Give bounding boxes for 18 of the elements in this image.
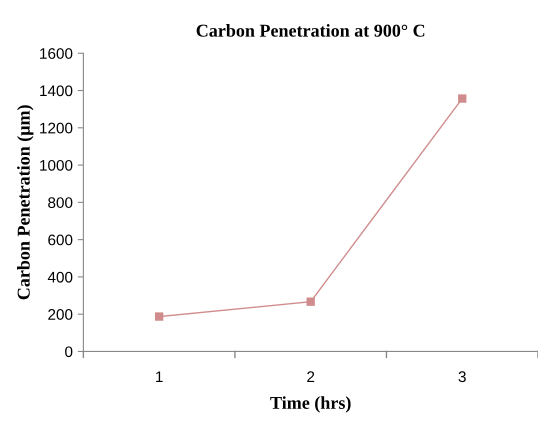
y-tick-label: 1400 xyxy=(40,85,72,96)
chart-title: Carbon Penetration at 900° C xyxy=(196,24,424,37)
x-tick-label: 2 xyxy=(307,371,314,382)
point xyxy=(458,94,466,103)
point xyxy=(154,312,164,321)
y-tick-label: 400 xyxy=(48,272,72,283)
x-tick-label: 3 xyxy=(458,371,466,382)
y-tick-label: 1600 xyxy=(40,48,72,59)
y-tick-label: 200 xyxy=(48,309,72,320)
y-axis-title: Carbon Penetration (μm) xyxy=(17,105,34,300)
y-tick-label: 1200 xyxy=(40,122,72,134)
point xyxy=(306,298,315,306)
y-tick-label: 0 xyxy=(65,346,72,358)
y-tick-label: 800 xyxy=(48,197,72,208)
x-axis-title: Time (hrs) xyxy=(270,396,351,413)
x-tick-label: 1 xyxy=(156,371,163,382)
y-tick-label: 600 xyxy=(48,234,72,246)
y-tick-label: 1000 xyxy=(40,160,72,171)
